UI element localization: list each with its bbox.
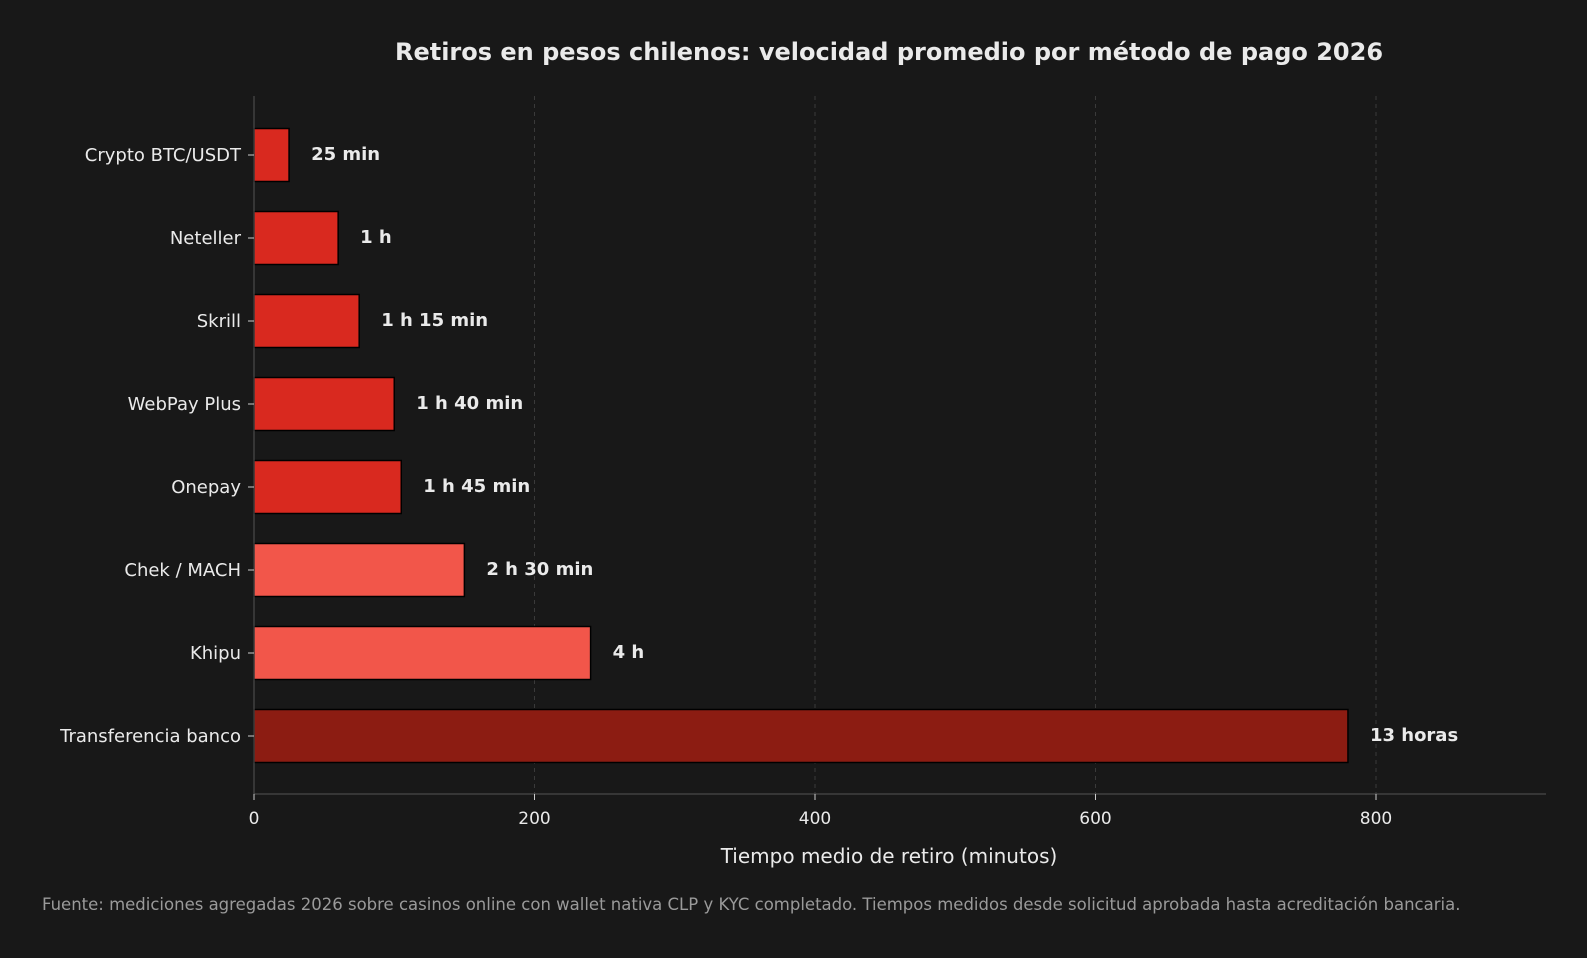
value-label-7: 13 horas	[1370, 725, 1458, 746]
value-label-0: 25 min	[311, 144, 380, 165]
bar-0	[253, 127, 290, 183]
bar-5	[253, 542, 466, 598]
bar-6	[253, 625, 592, 681]
category-label-2: Skrill	[197, 311, 241, 332]
value-label-2: 1 h 15 min	[381, 310, 488, 331]
grid-lines	[534, 96, 1377, 794]
category-label-6: Khipu	[190, 643, 241, 664]
value-label-3: 1 h 40 min	[416, 393, 523, 414]
x-axis-label: Tiempo medio de retiro (minutos)	[720, 844, 1058, 868]
x-tick-label-3: 600	[1079, 809, 1111, 829]
x-tick-label-0: 0	[249, 809, 260, 829]
value-label-6: 4 h	[613, 642, 645, 663]
bar-4	[253, 459, 403, 515]
bar-2	[253, 293, 360, 349]
value-label-1: 1 h	[360, 227, 392, 248]
category-label-1: Neteller	[170, 228, 242, 249]
bar-7	[253, 708, 1349, 764]
bars-group: 25 min 1 h 1 h 15 min 1 h 40 min 1 h 45 min 2…	[253, 127, 1458, 764]
bar-3	[253, 376, 395, 432]
source-note: Fuente: mediciones agregadas 2026 sobre …	[42, 895, 1461, 914]
chart-title: Retiros en pesos chilenos: velocidad pro…	[395, 38, 1383, 66]
value-label-5: 2 h 30 min	[486, 559, 593, 580]
category-label-0: Crypto BTC/USDT	[85, 145, 242, 166]
value-label-4: 1 h 45 min	[423, 476, 530, 497]
bar-1	[253, 210, 339, 266]
x-tick-label-2: 400	[799, 809, 831, 829]
axes: 0 200 400 600 800 Crypto BTC/USDT Neteller Skri…	[59, 96, 1546, 829]
x-tick-label-4: 800	[1360, 809, 1392, 829]
category-label-5: Chek / MACH	[124, 560, 241, 581]
category-label-3: WebPay Plus	[128, 394, 241, 415]
category-label-7: Transferencia banco	[59, 726, 241, 747]
x-tick-label-1: 200	[518, 809, 550, 829]
category-label-4: Onepay	[171, 477, 241, 498]
